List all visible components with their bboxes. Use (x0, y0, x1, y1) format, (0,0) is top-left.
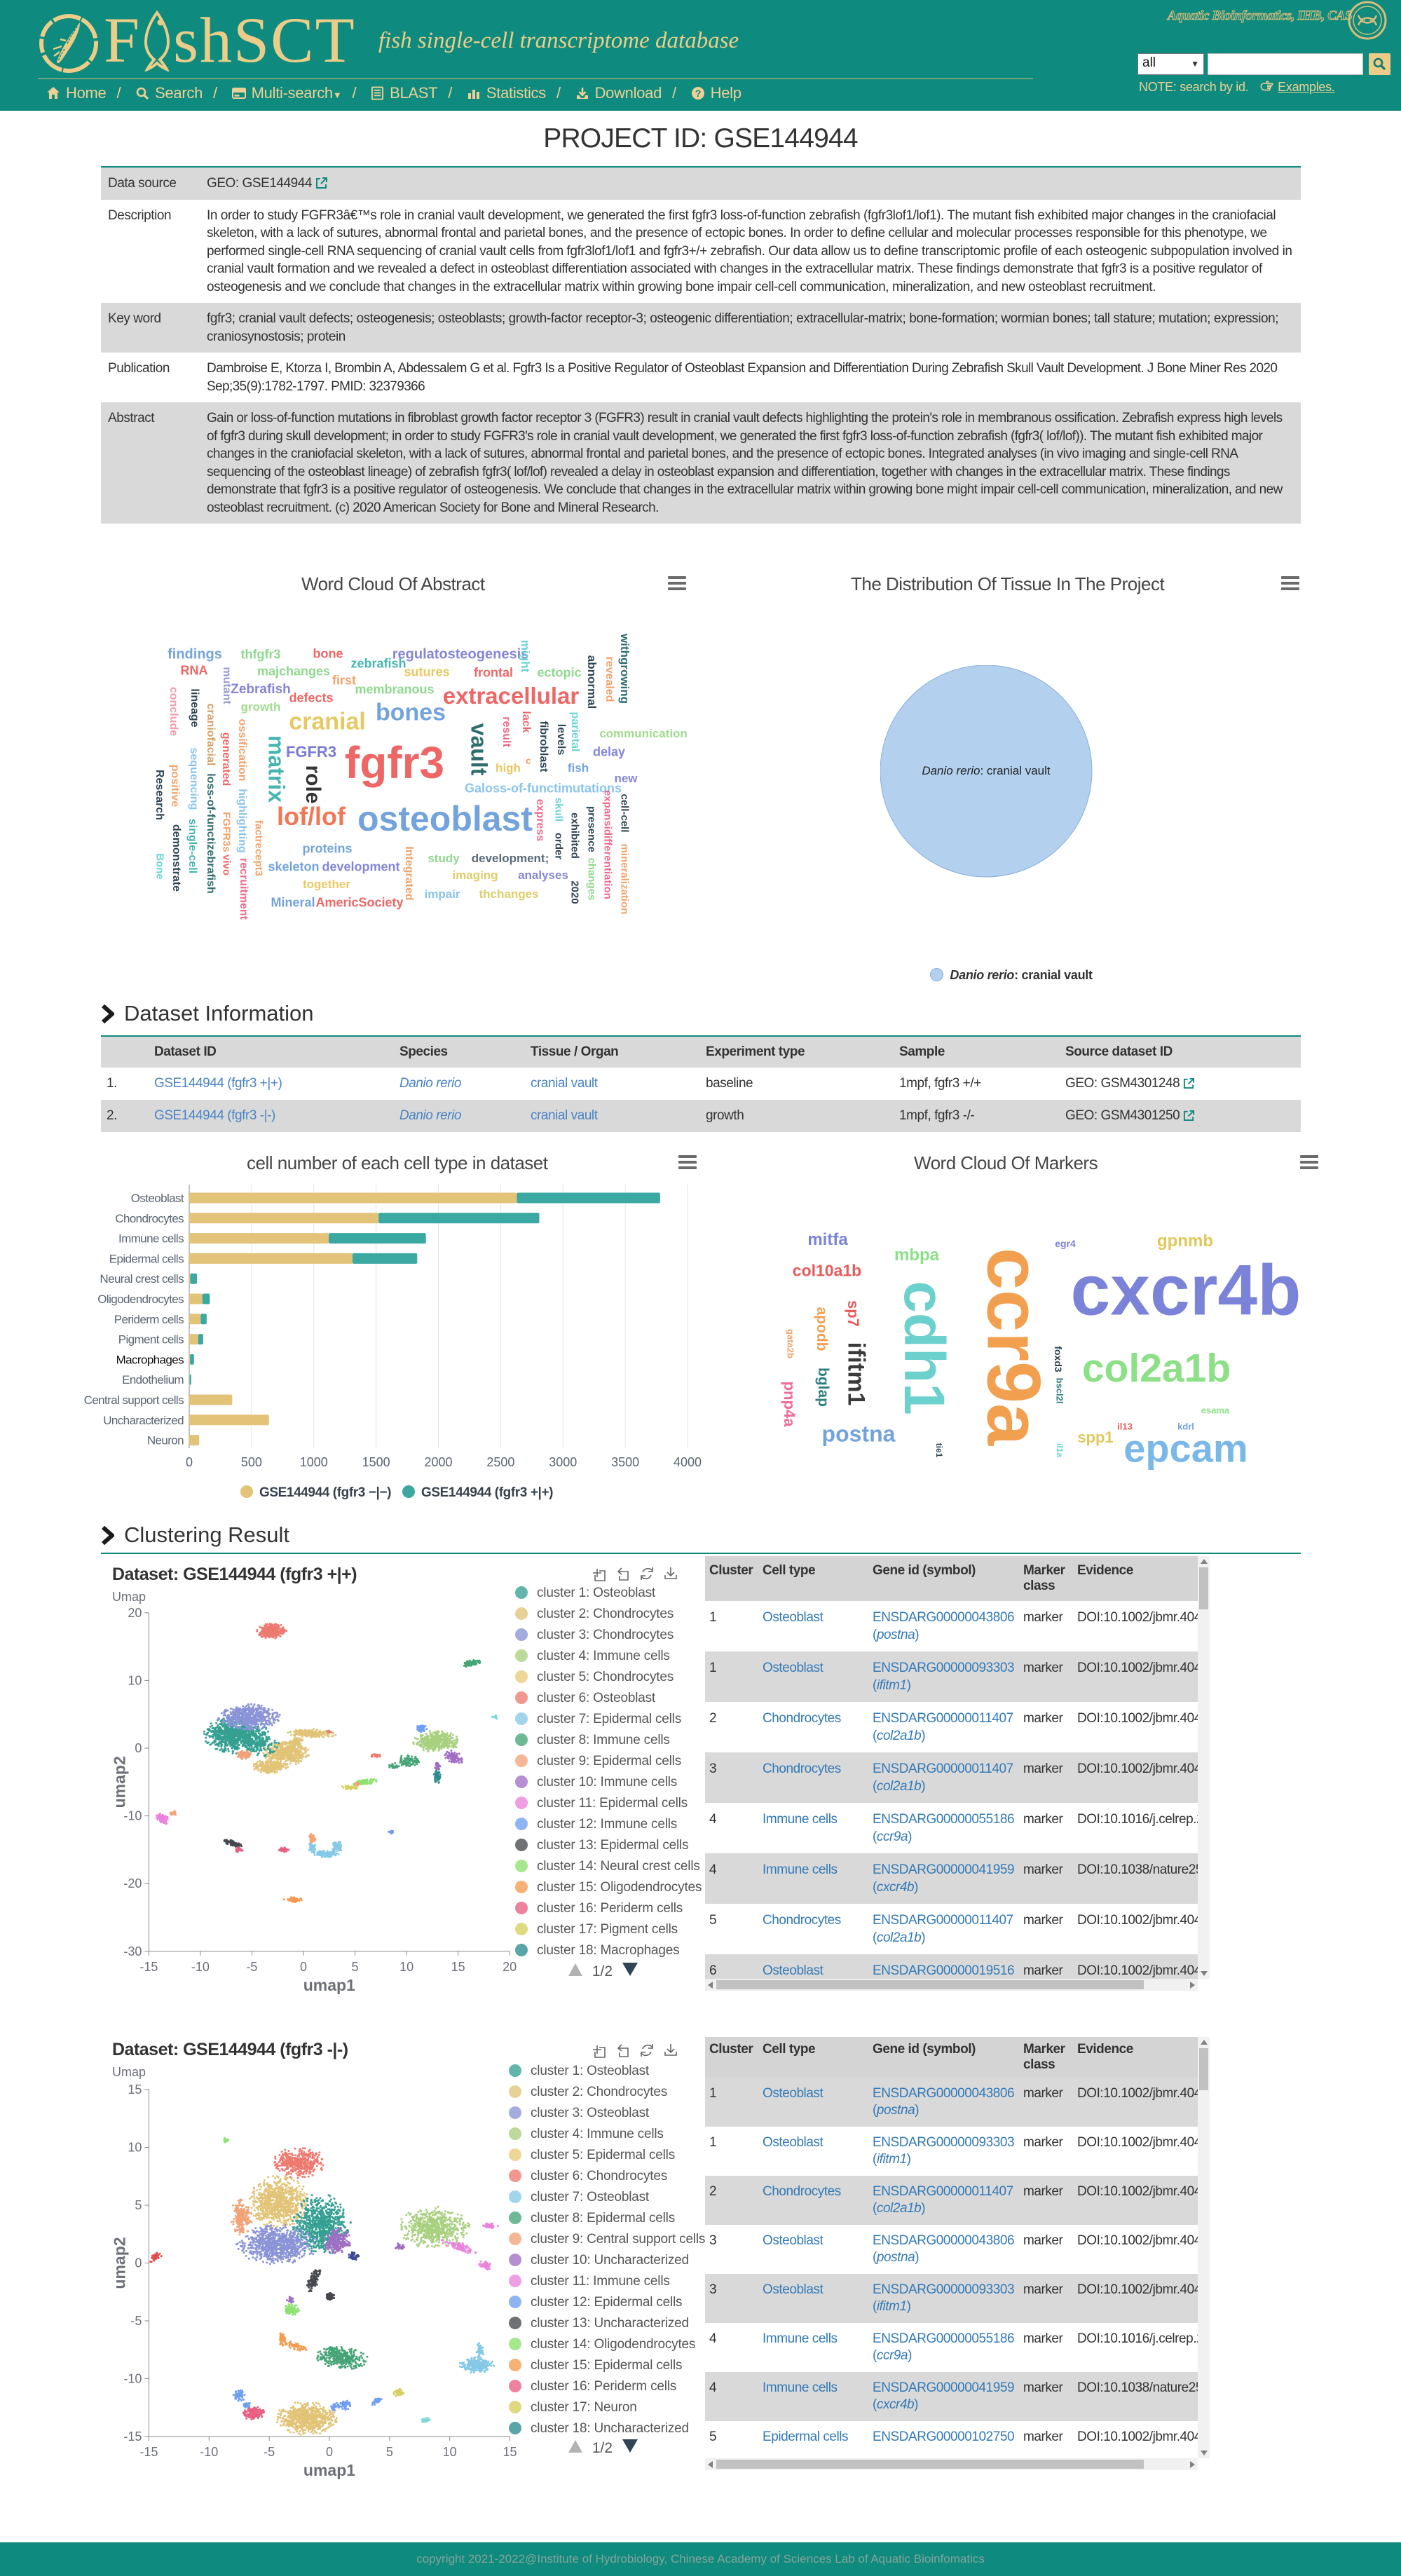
svg-text:-15: -15 (123, 2430, 142, 2444)
svg-text:20: 20 (128, 1606, 142, 1620)
svg-text:-20: -20 (123, 1876, 142, 1890)
svg-text:?: ? (695, 88, 701, 99)
svg-text:GSE144944 (fgfr3 −|−): GSE144944 (fgfr3 −|−) (259, 1485, 391, 1500)
svg-text:-15: -15 (139, 2445, 158, 2459)
svg-text:Macrophages: Macrophages (116, 1353, 184, 1366)
svg-text:Periderm cells: Periderm cells (114, 1313, 184, 1326)
svg-text:-10: -10 (123, 2372, 142, 2386)
svg-text:Neural crest cells: Neural crest cells (100, 1272, 184, 1286)
svg-text:0: 0 (326, 2445, 333, 2459)
svg-text:0: 0 (135, 1741, 142, 1755)
svg-text:-15: -15 (139, 1960, 158, 1974)
svg-text:Danio rerio: cranial vault: Danio rerio: cranial vault (922, 764, 1051, 777)
svg-text:15: 15 (503, 2445, 517, 2459)
svg-text:Oligodendrocytes: Oligodendrocytes (97, 1293, 184, 1306)
svg-text:-10: -10 (191, 1960, 210, 1974)
svg-text:5: 5 (135, 2198, 142, 2212)
svg-text:Pigment cells: Pigment cells (118, 1333, 184, 1347)
svg-text:-5: -5 (130, 2314, 142, 2328)
svg-text:-10: -10 (200, 2445, 218, 2459)
svg-text:umap1: umap1 (303, 2461, 355, 2479)
svg-text:1000: 1000 (300, 1455, 328, 1469)
svg-text:0: 0 (186, 1455, 193, 1469)
svg-text:GSE144944 (fgfr3 +|+): GSE144944 (fgfr3 +|+) (421, 1485, 553, 1500)
svg-text:-30: -30 (123, 1944, 142, 1958)
svg-text:Central support cells: Central support cells (84, 1393, 184, 1407)
svg-text:1500: 1500 (362, 1455, 390, 1469)
svg-text:500: 500 (241, 1455, 262, 1469)
svg-text:5: 5 (352, 1960, 359, 1974)
svg-text:Uncharacterized: Uncharacterized (103, 1414, 184, 1427)
svg-text:umap2: umap2 (110, 1756, 128, 1808)
svg-text:-5: -5 (246, 1960, 257, 1974)
svg-text:umap2: umap2 (110, 2237, 128, 2289)
svg-text:Chondrocytes: Chondrocytes (115, 1212, 184, 1225)
svg-text:Osteoblast: Osteoblast (131, 1192, 184, 1205)
svg-text:20: 20 (503, 1960, 517, 1974)
svg-text:Endothelium: Endothelium (122, 1373, 184, 1386)
svg-text:10: 10 (128, 1673, 142, 1687)
svg-text:umap1: umap1 (303, 1976, 355, 1994)
svg-text:2000: 2000 (424, 1455, 452, 1469)
svg-text:15: 15 (451, 1960, 465, 1974)
svg-text:15: 15 (128, 2083, 142, 2097)
svg-text:4000: 4000 (674, 1455, 702, 1469)
svg-text:Neuron: Neuron (147, 1434, 184, 1447)
svg-text:3000: 3000 (549, 1455, 577, 1469)
svg-text:3500: 3500 (611, 1455, 639, 1469)
svg-text:-5: -5 (264, 2445, 275, 2459)
svg-text:Immune cells: Immune cells (118, 1232, 184, 1246)
svg-text:0: 0 (135, 2256, 142, 2270)
svg-text:2500: 2500 (486, 1455, 514, 1469)
svg-text:0: 0 (300, 1960, 307, 1974)
svg-text:5: 5 (386, 2445, 393, 2459)
svg-text:Epidermal cells: Epidermal cells (109, 1252, 184, 1265)
svg-text:10: 10 (128, 2141, 142, 2155)
svg-text:10: 10 (399, 1960, 414, 1974)
svg-text:-10: -10 (123, 1809, 142, 1823)
svg-text:10: 10 (443, 2445, 457, 2459)
